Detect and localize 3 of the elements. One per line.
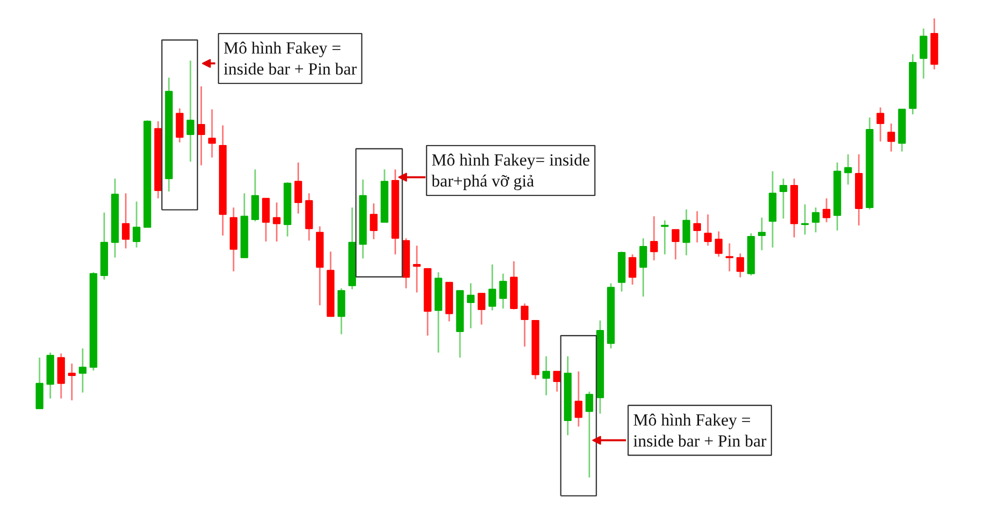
annotation: Mô hình Fakey = inside bar + Pin bar xyxy=(633,410,767,450)
annotation: Mô hình Fakey= inside bar+phá vỡ giả xyxy=(432,150,590,190)
annotation: Mô hình Fakey = inside bar + Pin bar xyxy=(223,38,358,78)
